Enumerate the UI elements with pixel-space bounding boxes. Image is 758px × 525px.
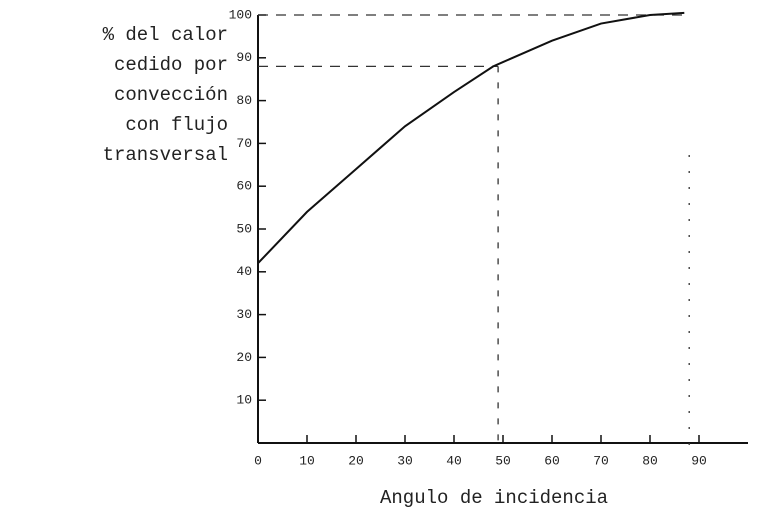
y-tick-label: 50 (236, 221, 252, 236)
x-tick-label: 90 (691, 453, 707, 468)
x-tick-label: 20 (348, 453, 364, 468)
x-tick-label: 0 (254, 453, 262, 468)
x-tick-label: 70 (593, 453, 609, 468)
y-tick-label: 80 (236, 93, 252, 108)
y-tick-label: 70 (236, 136, 252, 151)
y-tick-label: 20 (236, 350, 252, 365)
y-tick-label: 30 (236, 307, 252, 322)
x-tick-label: 30 (397, 453, 413, 468)
x-tick-label: 80 (642, 453, 658, 468)
x-tick-label: 10 (299, 453, 315, 468)
x-axis-label: Angulo de incidencia (380, 487, 608, 509)
y-axis-label: convección (114, 84, 228, 106)
y-axis-label: cedido por (114, 54, 228, 76)
y-tick-label: 100 (229, 7, 252, 22)
y-axis-label: con flujo (125, 114, 228, 136)
x-tick-label: 50 (495, 453, 511, 468)
data-line (257, 11, 685, 264)
y-tick-label: 60 (236, 179, 252, 194)
x-tick-label: 40 (446, 453, 462, 468)
y-tick-label: 40 (236, 264, 252, 279)
y-tick-label: 90 (236, 50, 252, 65)
y-axis-label: transversal (103, 144, 228, 166)
y-tick-label: 10 (236, 393, 252, 408)
x-tick-label: 60 (544, 453, 560, 468)
y-axis-label: % del calor (103, 24, 228, 46)
